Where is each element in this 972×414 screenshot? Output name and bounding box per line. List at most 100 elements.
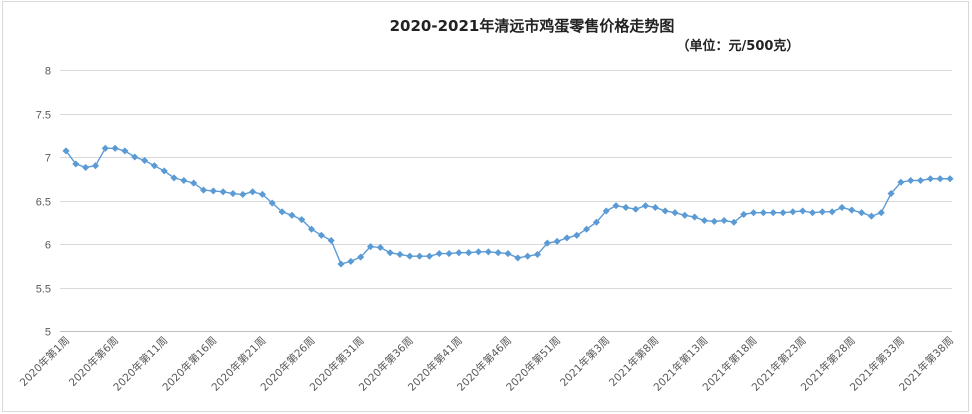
data-point-marker [789,208,797,216]
data-point-marker [887,189,895,198]
data-point-marker [72,160,80,168]
x-tick-label: 2020年第6周 [66,334,121,389]
data-point-marker [857,209,866,217]
data-point-marker [867,212,876,220]
data-point-marker [150,162,159,170]
data-point-marker [484,248,493,256]
data-point-marker [622,203,630,212]
data-point-marker [877,209,885,217]
data-point-marker [907,176,915,185]
data-point-marker [376,243,384,252]
data-point-marker [848,206,856,214]
data-point-marker [936,175,944,183]
data-point-marker [543,239,551,247]
data-point-marker [62,147,70,155]
chart-subtitle: （单位：元/500克） [677,38,800,54]
data-point-marker [386,249,394,257]
data-point-marker [199,186,208,194]
data-point-marker [278,208,286,216]
data-point-marker [248,188,257,196]
x-axis-ticks: 2020年第1周2020年第6周2020年第11周2020年第16周2020年第… [17,334,956,394]
data-point-marker [779,209,787,217]
data-point-marker [337,260,345,268]
data-point-marker [347,257,355,266]
data-point-marker [632,205,640,213]
data-point-marker [799,207,807,215]
data-point-marker [504,249,512,258]
data-point-marker [81,163,90,172]
data-point-marker [91,162,100,170]
data-point-marker [131,153,139,161]
data-point-marker [533,250,542,259]
data-point-marker [121,147,129,155]
data-point-marker [730,218,738,226]
data-point-marker [818,208,826,216]
data-point-marker [897,178,905,186]
data-point-marker [288,211,296,219]
data-point-marker [317,231,326,239]
data-point-marker [838,203,846,212]
data-point-marker [435,249,443,258]
data-point-marker [140,156,149,165]
data-point-marker [916,176,925,185]
x-tick-label: 2021年第3周 [557,334,612,389]
data-point-marker [101,144,109,152]
data-point-marker [749,209,758,217]
y-tick-label: 5.5 [36,284,51,296]
data-point-marker [690,213,699,221]
data-point-marker [455,249,463,257]
data-point-marker [720,216,728,225]
data-point-marker [602,207,610,215]
data-point-marker [514,254,522,262]
data-point-marker [219,188,227,196]
data-point-marker [396,250,404,259]
data-point-marker [700,216,709,225]
data-point-marker [239,190,247,199]
x-tick-label: 2020年第1周 [17,334,72,389]
data-point-marker [651,203,659,212]
data-point-marker [926,175,935,183]
grid-layer [60,70,952,332]
data-point-marker [710,217,718,226]
y-tick-label: 6.5 [36,197,51,209]
data-point-marker [740,210,748,219]
data-point-marker [111,144,119,152]
data-point-marker [592,218,601,226]
data-point-marker [582,225,591,233]
data-point-marker [366,242,375,251]
data-point-marker [406,252,414,260]
data-point-marker [229,189,237,198]
data-point-marker [523,252,532,260]
data-point-marker [474,248,483,256]
data-point-marker [553,237,561,246]
data-point-marker [209,187,217,195]
y-tick-label: 6 [45,240,51,252]
data-point-marker [415,252,424,260]
data-point-marker [612,202,620,210]
y-tick-label: 8 [45,66,51,78]
data-point-marker [298,215,306,224]
data-point-marker [307,225,316,233]
data-point-marker [563,234,571,242]
data-point-marker [180,176,188,185]
data-point-marker [327,236,335,245]
data-point-marker [573,231,581,239]
data-point-marker [170,174,178,182]
data-point-marker [258,190,267,199]
data-point-marker [160,167,168,175]
data-point-marker [268,199,276,207]
data-point-marker [641,202,650,210]
data-point-marker [946,175,954,183]
chart-title: 2020-2021年清远市鸡蛋零售价格走势图 [390,17,675,35]
y-tick-label: 5 [45,327,51,339]
x-tick-label: 2021年第8周 [606,334,661,389]
data-point-marker [190,179,198,187]
data-point-marker [494,249,502,257]
data-point-marker [828,208,836,216]
data-point-marker [681,211,689,219]
data-point-marker [465,249,473,257]
data-point-marker [357,253,365,261]
y-axis-ticks: 5 5.5 6 6.5 7 7.5 8 [36,66,51,339]
